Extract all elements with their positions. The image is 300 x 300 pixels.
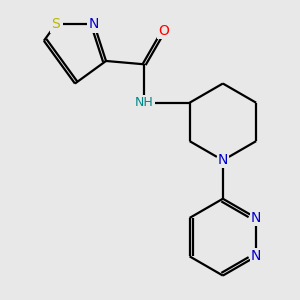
Text: N: N [218,153,228,167]
Text: O: O [158,24,169,38]
Text: S: S [51,17,60,32]
Text: N: N [89,17,99,32]
Text: N: N [251,249,261,263]
Text: NH: NH [135,96,154,109]
Text: N: N [251,211,261,225]
